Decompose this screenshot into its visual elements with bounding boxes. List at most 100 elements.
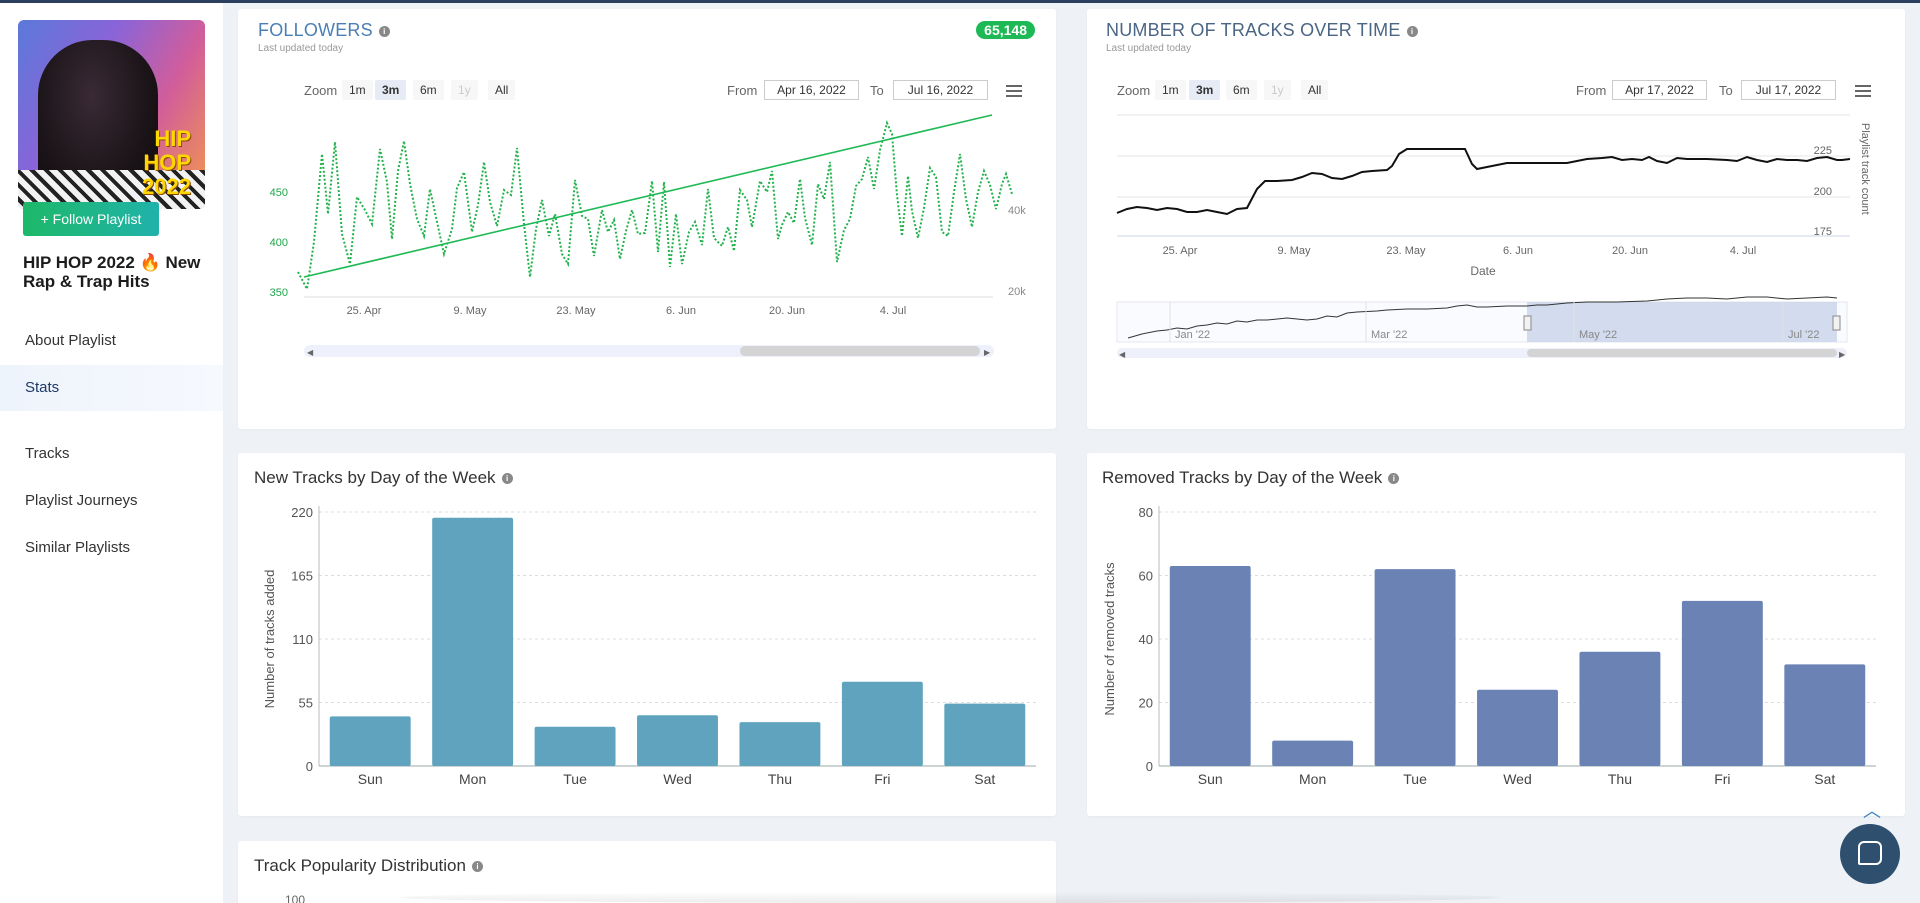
from-date-input[interactable]: Apr 17, 2022: [1612, 80, 1707, 100]
info-icon[interactable]: i: [1388, 473, 1400, 485]
bar-thu[interactable]: [739, 722, 821, 766]
track-count-x-axis-label: Date: [1470, 264, 1496, 278]
top-bar: [0, 0, 1920, 3]
bar-fri[interactable]: [1681, 600, 1763, 766]
bar-fri[interactable]: [841, 681, 923, 766]
bar-tue[interactable]: [1374, 569, 1456, 766]
followers-card: FOLLOWERS i Last updated today 65,148 Zoo…: [238, 9, 1056, 429]
followers-x-tick: 20. Jun: [769, 305, 805, 317]
chart-menu-icon[interactable]: [1006, 85, 1022, 97]
navigator-right-handle[interactable]: [1832, 315, 1841, 331]
chat-launcher-button[interactable]: [1840, 824, 1900, 884]
info-icon[interactable]: i: [378, 25, 390, 37]
y-tick-label: 165: [291, 569, 313, 584]
zoom-3m-button[interactable]: 3m: [1189, 80, 1221, 100]
scroll-left-arrow-icon[interactable]: ◀: [307, 348, 314, 357]
removed-tracks-bar-chart: 0 20 40 60 80 Sun Mon Tue Wed Thu Fri Sat Number of …: [1102, 505, 1876, 787]
y-tick-label: 220: [291, 505, 313, 520]
navigator-left-handle[interactable]: [1523, 315, 1532, 331]
sidebar-item-stats[interactable]: Stats: [0, 365, 223, 411]
track-count-x-tick: 25. Apr: [1163, 245, 1198, 257]
popularity-title: Track Popularity Distribution i: [254, 856, 483, 876]
popularity-card: Track Popularity Distribution i 100: [238, 841, 1056, 903]
zoom-all-button[interactable]: All: [1301, 80, 1329, 100]
sidebar-item-tracks[interactable]: Tracks: [25, 445, 70, 462]
tracks-over-time-title: NUMBER OF TRACKS OVER TIME i: [1106, 20, 1418, 41]
track-count-x-tick: 6. Jun: [1503, 245, 1533, 257]
chart-menu-icon[interactable]: [1855, 85, 1871, 97]
y-tick-label: 40: [1139, 632, 1153, 647]
info-icon[interactable]: i: [1406, 25, 1418, 37]
scroll-to-top-icon[interactable]: ︿: [1863, 801, 1881, 821]
new-tracks-bar-chart: 0 55 110 165 220 Sun Mon Tue Wed Thu Fri Sat Number …: [262, 505, 1036, 787]
x-tick-label: Sat: [974, 771, 995, 787]
zoom-3m-button[interactable]: 3m: [375, 80, 407, 100]
zoom-label: Zoom: [304, 83, 338, 98]
sidebar: HIP HOP 2022 + Follow Playlist HIP HOP 2…: [0, 3, 223, 903]
zoom-6m-button[interactable]: 6m: [413, 80, 444, 100]
tracks-over-time-title-text: NUMBER OF TRACKS OVER TIME: [1106, 20, 1401, 40]
scroll-right-arrow-icon[interactable]: ▶: [984, 348, 991, 357]
last-updated: Last updated today: [1106, 43, 1192, 54]
sidebar-item-similar-playlists[interactable]: Similar Playlists: [25, 539, 131, 556]
track-count-y-tick: 200: [1814, 186, 1832, 198]
x-tick-label: Sun: [1198, 771, 1223, 787]
scroll-right-arrow-icon[interactable]: ▶: [1839, 350, 1846, 359]
x-tick-label: Sat: [1814, 771, 1835, 787]
y-tick-label: 80: [1139, 505, 1153, 520]
zoom-6m-button[interactable]: 6m: [1226, 80, 1257, 100]
track-count-y-tick: 175: [1814, 226, 1832, 238]
navigator-tick: May '22: [1579, 329, 1617, 341]
from-date-input[interactable]: Apr 16, 2022: [764, 80, 859, 100]
navigator-scrollbar-thumb[interactable]: [1527, 349, 1837, 357]
x-tick-label: Thu: [1608, 771, 1632, 787]
info-icon[interactable]: i: [471, 861, 483, 873]
followers-dotted-line: [297, 120, 1013, 293]
x-tick-label: Tue: [563, 771, 587, 787]
y-tick-label: 110: [292, 632, 313, 647]
zoom-1m-button[interactable]: 1m: [342, 80, 373, 100]
to-date-input[interactable]: Jul 17, 2022: [1741, 80, 1836, 100]
bar-sun[interactable]: [329, 716, 411, 766]
navigator-series: [1127, 296, 1838, 339]
zoom-label: Zoom: [1117, 83, 1151, 98]
followers-title: FOLLOWERS i: [258, 20, 390, 41]
y-tick-label: 60: [1139, 569, 1153, 584]
bar-wed[interactable]: [637, 715, 718, 766]
bar-sat[interactable]: [944, 703, 1026, 766]
scroll-left-arrow-icon[interactable]: ◀: [1119, 350, 1126, 359]
bar-tue[interactable]: [534, 726, 616, 766]
info-icon[interactable]: i: [501, 473, 513, 485]
bar-sun[interactable]: [1169, 565, 1251, 766]
followers-title-text: FOLLOWERS: [258, 20, 373, 40]
followers-left-tick: 450: [270, 187, 288, 199]
from-label: From: [727, 83, 758, 98]
zoom-1y-button[interactable]: 1y: [1264, 80, 1291, 100]
cover-text: HIP HOP 2022: [142, 126, 191, 199]
popularity-title-text: Track Popularity Distribution: [254, 856, 466, 875]
to-date-input[interactable]: Jul 16, 2022: [893, 80, 988, 100]
zoom-1y-button[interactable]: 1y: [451, 80, 478, 100]
sidebar-item-about[interactable]: About Playlist: [25, 332, 116, 349]
follow-playlist-button[interactable]: + Follow Playlist: [23, 202, 159, 236]
x-tick-label: Wed: [663, 771, 692, 787]
followers-right-tick: 20k: [1008, 286, 1026, 298]
followers-scrollbar-thumb[interactable]: [740, 346, 980, 356]
navigator-selection[interactable]: [1527, 302, 1837, 342]
sidebar-item-playlist-journeys[interactable]: Playlist Journeys: [25, 492, 138, 509]
bar-thu[interactable]: [1579, 651, 1661, 766]
x-tick-label: Wed: [1503, 771, 1532, 787]
playlist-cover-image: HIP HOP 2022: [18, 20, 205, 209]
bar-mon[interactable]: [1272, 740, 1354, 766]
zoom-all-button[interactable]: All: [488, 80, 516, 100]
followers-x-tick: 4. Jul: [880, 305, 906, 317]
bar-wed[interactable]: [1477, 689, 1558, 766]
navigator-tick: Jan '22: [1175, 329, 1210, 341]
x-tick-label: Fri: [1714, 771, 1730, 787]
bar-mon[interactable]: [432, 517, 514, 766]
bar-sat[interactable]: [1784, 664, 1866, 766]
followers-x-tick: 9. May: [453, 305, 487, 317]
popularity-y-tick: 100: [285, 893, 306, 903]
y-tick-label: 55: [299, 696, 313, 711]
zoom-1m-button[interactable]: 1m: [1155, 80, 1186, 100]
